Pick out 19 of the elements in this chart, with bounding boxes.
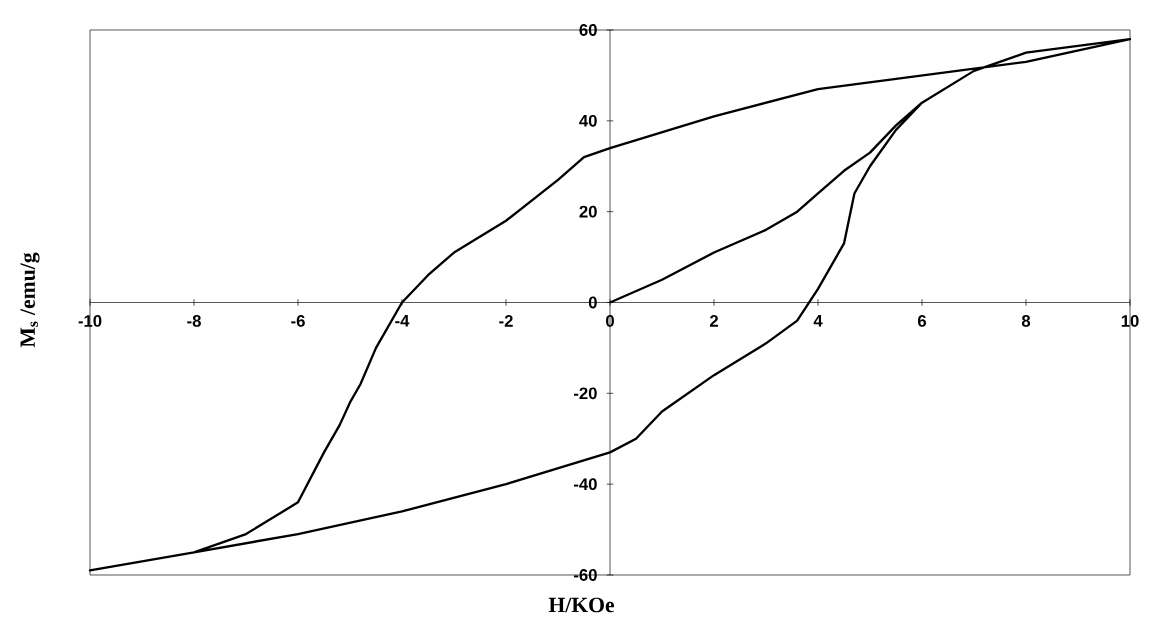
x-tick-label: 2 xyxy=(709,315,718,327)
y-tick-label: -40 xyxy=(574,478,597,491)
y-tick-label: -60 xyxy=(574,569,597,581)
x-tick-label: -2 xyxy=(499,315,513,327)
x-tick-label: -6 xyxy=(291,315,305,327)
y-tick-label: 60 xyxy=(579,24,597,36)
x-tick-label: 10 xyxy=(1121,315,1139,327)
x-tick-label: 6 xyxy=(917,315,927,327)
y-axis-title: M$_{s}$ /emu/g xyxy=(20,252,40,348)
x-tick-label: -10 xyxy=(78,315,102,327)
x-tick-label: -4 xyxy=(395,315,410,327)
x-axis-title: H/KOe xyxy=(548,597,615,613)
y-tick-label: -20 xyxy=(574,387,597,400)
x-tick-label: 4 xyxy=(813,315,823,327)
x-tick-label: 0 xyxy=(606,315,614,327)
x-tick-label: 8 xyxy=(1021,315,1031,327)
x-tick-label: -8 xyxy=(187,315,201,327)
y-tick-label: 40 xyxy=(579,114,597,127)
y-tick-label: 20 xyxy=(579,205,597,218)
